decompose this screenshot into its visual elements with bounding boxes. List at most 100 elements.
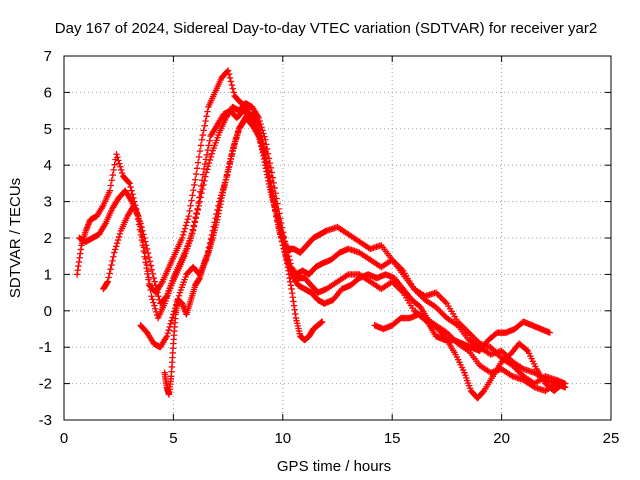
data-point <box>260 130 267 137</box>
data-point <box>146 258 154 265</box>
data-point <box>182 222 190 229</box>
data-point <box>178 234 186 242</box>
data-point <box>127 183 134 191</box>
data-point <box>147 286 154 294</box>
data-point <box>105 274 112 281</box>
y-tick-label: 4 <box>44 157 52 174</box>
data-point <box>104 278 111 285</box>
data-point <box>165 326 172 334</box>
data-point <box>150 274 157 282</box>
data-point <box>169 314 176 321</box>
data-point <box>558 381 565 388</box>
y-tick-label: 2 <box>44 230 52 247</box>
data-point <box>108 261 115 269</box>
data-point <box>195 153 203 161</box>
y-tick-label: 6 <box>44 84 52 101</box>
y-tick-label: -1 <box>39 339 52 356</box>
chart-title: Day 167 of 2024, Sidereal Day-to-day VTE… <box>55 20 597 37</box>
x-tick-label: 5 <box>169 430 177 447</box>
data-point <box>203 169 210 176</box>
data-point <box>162 294 170 301</box>
data-point <box>198 190 205 197</box>
data-point <box>204 163 212 170</box>
data-point <box>144 268 151 275</box>
data-point <box>109 257 116 265</box>
data-point <box>111 249 118 256</box>
x-tick-label: 25 <box>603 430 620 447</box>
data-point <box>227 78 235 85</box>
data-point <box>152 282 159 289</box>
data-point <box>201 122 208 129</box>
data-point <box>116 230 124 238</box>
data-point <box>138 223 145 231</box>
y-axis-ticks: -3 -2 -1 0 1 2 3 4 5 6 7 <box>39 48 611 429</box>
data-point <box>197 194 204 201</box>
data-point <box>164 329 171 337</box>
x-axis-ticks: 0 5 10 15 20 25 <box>60 56 620 447</box>
data-point <box>195 202 202 209</box>
data-point <box>224 67 232 74</box>
data-point <box>126 180 133 187</box>
data-point <box>255 114 262 122</box>
data-point <box>205 159 213 167</box>
data-point <box>206 137 213 144</box>
data-point <box>109 171 116 179</box>
x-tick-label: 0 <box>60 430 68 447</box>
data-point <box>137 220 144 227</box>
data-point <box>107 182 115 189</box>
data-point <box>193 165 201 172</box>
y-tick-label: 1 <box>44 266 52 283</box>
data-point <box>143 242 150 249</box>
data-point <box>144 249 152 257</box>
data-point <box>208 150 216 157</box>
data-point <box>125 179 132 186</box>
x-axis-label: GPS time / hours <box>277 458 391 475</box>
data-point <box>228 81 236 89</box>
data-point <box>112 243 120 250</box>
data-point <box>108 177 116 184</box>
data-point <box>145 254 153 261</box>
data-point <box>200 181 207 189</box>
data-point <box>190 186 197 194</box>
data-point <box>206 156 214 164</box>
series-track-4 <box>137 114 567 402</box>
data-point <box>153 285 160 293</box>
data-point <box>110 253 117 260</box>
data-point <box>197 142 205 149</box>
data-point <box>559 380 567 387</box>
data-point <box>152 305 159 312</box>
data-point <box>263 141 270 148</box>
data-point <box>191 219 199 226</box>
data-point <box>523 346 530 353</box>
data-point <box>196 147 204 155</box>
x-tick-label: 10 <box>274 430 291 447</box>
data-point <box>200 127 207 134</box>
data-point <box>184 216 191 223</box>
data-point <box>107 266 114 273</box>
data-point <box>114 154 121 161</box>
x-tick-label: 20 <box>493 430 510 447</box>
y-tick-label: 0 <box>44 303 52 320</box>
data-point <box>179 231 187 239</box>
data-series <box>73 67 569 402</box>
data-point <box>141 234 148 242</box>
data-point <box>106 187 114 194</box>
data-point <box>203 166 211 173</box>
data-point <box>193 170 200 178</box>
data-point <box>189 227 197 234</box>
data-point <box>203 113 210 120</box>
data-point <box>128 187 135 194</box>
series-track-6 <box>371 311 553 355</box>
data-point <box>143 245 151 253</box>
data-point <box>111 161 118 168</box>
data-point <box>318 318 326 325</box>
data-point <box>154 289 161 296</box>
data-point <box>106 270 113 277</box>
y-tick-label: -3 <box>39 412 52 429</box>
data-point <box>186 207 193 215</box>
data-point <box>188 197 195 204</box>
data-point <box>114 236 122 244</box>
data-point <box>203 151 211 158</box>
